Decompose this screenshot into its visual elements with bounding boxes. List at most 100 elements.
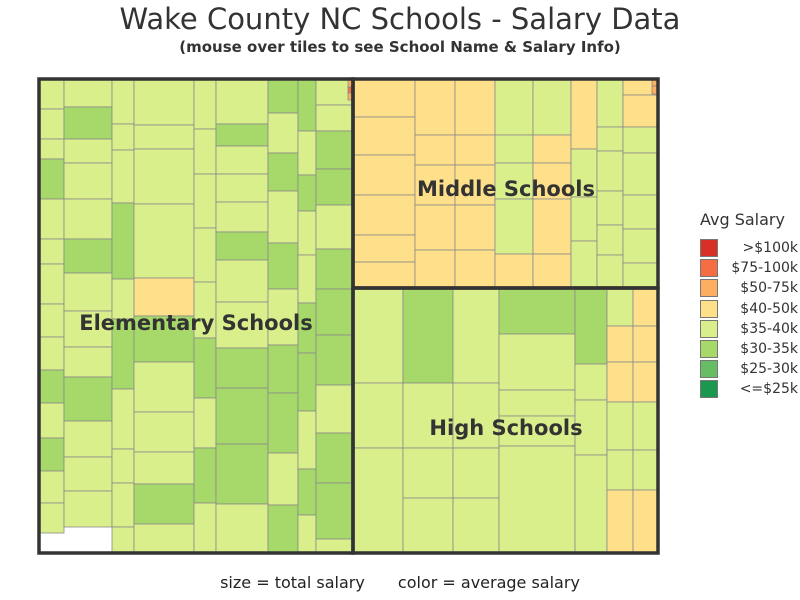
middle-tile[interactable] bbox=[352, 154, 416, 196]
middle-tile[interactable] bbox=[596, 190, 624, 226]
high-tile[interactable] bbox=[606, 489, 634, 554]
elementary-tile[interactable] bbox=[267, 288, 299, 346]
elementary-tile[interactable] bbox=[193, 447, 217, 504]
elementary-tile[interactable] bbox=[63, 490, 113, 528]
elementary-tile[interactable] bbox=[133, 411, 195, 453]
middle-tile[interactable] bbox=[596, 78, 624, 128]
high-tile[interactable] bbox=[632, 489, 659, 554]
middle-tile[interactable] bbox=[570, 240, 598, 289]
middle-tile[interactable] bbox=[414, 78, 456, 136]
elementary-tile[interactable] bbox=[193, 173, 217, 229]
middle-tile[interactable] bbox=[352, 261, 416, 289]
elementary-tile[interactable] bbox=[38, 263, 65, 305]
middle-tile[interactable] bbox=[596, 126, 624, 152]
high-tile[interactable] bbox=[606, 287, 634, 327]
elementary-tile[interactable] bbox=[215, 503, 269, 554]
middle-tile[interactable] bbox=[414, 134, 456, 166]
elementary-tile[interactable] bbox=[38, 470, 65, 504]
middle-tile[interactable] bbox=[352, 194, 416, 236]
elementary-tile[interactable] bbox=[315, 384, 354, 434]
high-tile[interactable] bbox=[606, 449, 634, 491]
elementary-tile[interactable] bbox=[215, 259, 269, 303]
elementary-tile[interactable] bbox=[297, 254, 317, 304]
elementary-tile[interactable] bbox=[315, 248, 354, 290]
high-tile[interactable] bbox=[452, 447, 500, 499]
elementary-tile[interactable] bbox=[297, 410, 317, 470]
elementary-tile[interactable] bbox=[315, 78, 354, 106]
elementary-tile[interactable] bbox=[111, 526, 135, 554]
middle-tile[interactable] bbox=[570, 78, 598, 150]
elementary-tile[interactable] bbox=[267, 392, 299, 454]
elementary-tile[interactable] bbox=[315, 482, 354, 540]
elementary-tile[interactable] bbox=[297, 174, 317, 212]
elementary-tile[interactable] bbox=[315, 130, 354, 170]
high-tile[interactable] bbox=[606, 361, 634, 403]
high-tile[interactable] bbox=[452, 382, 500, 449]
elementary-tile[interactable] bbox=[215, 173, 269, 203]
elementary-tile[interactable] bbox=[111, 78, 135, 125]
elementary-tile[interactable] bbox=[63, 346, 113, 378]
elementary-tile[interactable] bbox=[133, 203, 195, 279]
high-tile[interactable] bbox=[498, 445, 576, 554]
elementary-tile[interactable] bbox=[63, 162, 113, 200]
elementary-tile[interactable] bbox=[315, 432, 354, 484]
elementary-tile[interactable] bbox=[315, 288, 354, 336]
elementary-tile[interactable] bbox=[111, 149, 135, 204]
elementary-tile[interactable] bbox=[267, 152, 299, 192]
high-tile[interactable] bbox=[606, 401, 634, 451]
high-tile[interactable] bbox=[402, 287, 454, 384]
elementary-tile[interactable] bbox=[215, 78, 269, 125]
elementary-tile[interactable] bbox=[63, 310, 113, 348]
middle-tile[interactable] bbox=[454, 78, 496, 136]
elementary-tile[interactable] bbox=[297, 468, 317, 516]
high-tile[interactable] bbox=[352, 287, 404, 384]
middle-tile[interactable] bbox=[596, 224, 624, 256]
high-tile[interactable] bbox=[452, 497, 500, 554]
elementary-tile[interactable] bbox=[111, 482, 135, 528]
elementary-tile[interactable] bbox=[193, 227, 217, 283]
high-tile[interactable] bbox=[574, 287, 608, 365]
elementary-tile[interactable] bbox=[215, 347, 269, 389]
middle-tile[interactable] bbox=[622, 194, 659, 230]
elementary-tile[interactable] bbox=[38, 138, 65, 160]
elementary-tile[interactable] bbox=[133, 451, 195, 485]
middle-tile[interactable] bbox=[454, 249, 496, 289]
elementary-tile[interactable] bbox=[267, 452, 299, 506]
elementary-tile[interactable] bbox=[297, 130, 317, 176]
elementary-tile[interactable] bbox=[215, 201, 269, 233]
middle-tile[interactable] bbox=[454, 164, 496, 206]
elementary-tile[interactable] bbox=[133, 361, 195, 413]
high-tile[interactable] bbox=[632, 287, 659, 327]
middle-tile[interactable] bbox=[622, 126, 659, 154]
elementary-tile[interactable] bbox=[193, 337, 217, 399]
elementary-tile[interactable] bbox=[315, 204, 354, 250]
elementary-tile[interactable] bbox=[63, 420, 113, 458]
elementary-tile[interactable] bbox=[63, 238, 113, 274]
elementary-tile[interactable] bbox=[38, 238, 65, 265]
high-tile[interactable] bbox=[498, 415, 576, 447]
middle-tile[interactable] bbox=[414, 204, 456, 251]
middle-tile[interactable] bbox=[532, 253, 572, 289]
middle-tile[interactable] bbox=[494, 198, 534, 255]
high-tile[interactable] bbox=[606, 325, 634, 363]
middle-tile[interactable] bbox=[414, 249, 456, 289]
high-tile[interactable] bbox=[402, 382, 454, 449]
middle-tile[interactable] bbox=[454, 204, 496, 251]
middle-tile[interactable] bbox=[570, 196, 598, 242]
high-tile[interactable] bbox=[574, 363, 608, 401]
middle-tile[interactable] bbox=[532, 198, 572, 255]
elementary-tile[interactable] bbox=[133, 124, 195, 150]
elementary-tile[interactable] bbox=[111, 388, 135, 450]
high-tile[interactable] bbox=[632, 325, 659, 363]
middle-tile[interactable] bbox=[596, 254, 624, 289]
elementary-tile[interactable] bbox=[315, 334, 354, 386]
elementary-tile[interactable] bbox=[267, 112, 299, 154]
elementary-tile[interactable] bbox=[63, 138, 113, 164]
middle-tile[interactable] bbox=[622, 228, 659, 264]
elementary-tile[interactable] bbox=[133, 277, 195, 317]
elementary-tile[interactable] bbox=[111, 448, 135, 484]
elementary-tile[interactable] bbox=[193, 397, 217, 449]
middle-tile[interactable] bbox=[494, 134, 534, 164]
high-tile[interactable] bbox=[632, 449, 659, 491]
elementary-tile[interactable] bbox=[193, 128, 217, 175]
